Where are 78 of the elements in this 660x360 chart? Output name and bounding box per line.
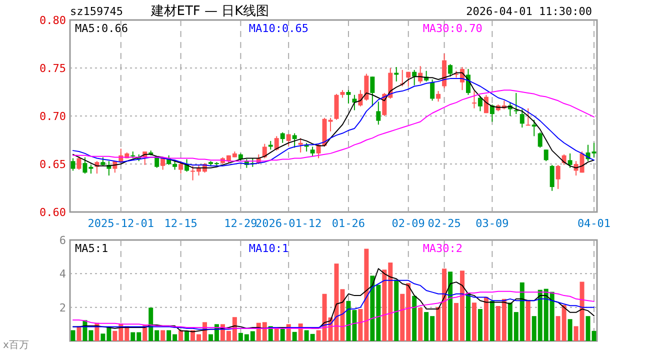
candlestick — [448, 64, 453, 78]
bar — [478, 309, 482, 341]
bar — [184, 330, 190, 341]
candlestick — [274, 136, 279, 152]
bar — [394, 280, 399, 341]
bar — [70, 330, 76, 341]
y-tick-label: 0.60 — [40, 206, 66, 219]
x-tick-label: 12-29 — [224, 217, 258, 230]
bar — [466, 292, 470, 341]
bar — [292, 332, 297, 341]
candlestick — [556, 164, 560, 190]
candlestick — [76, 156, 82, 170]
text: MA30:2 — [422, 242, 463, 255]
candlestick — [544, 149, 548, 162]
line-series — [72, 290, 595, 329]
candlestick — [370, 76, 375, 107]
chart-subtitle: sz159745 — [70, 5, 123, 18]
x-tick-label: 02-25 — [428, 217, 461, 230]
x-tick-label: 12-15 — [164, 217, 198, 230]
x-tick-label: 03-09 — [476, 217, 509, 230]
candlestick — [280, 132, 285, 144]
y-tick-label: 0.70 — [40, 110, 66, 123]
candlestick — [286, 134, 291, 146]
x-tick-label: 01-26 — [332, 217, 366, 230]
bar — [178, 330, 184, 341]
x-tick-label: 02-09 — [392, 217, 425, 230]
candlestick — [436, 90, 441, 102]
text: MA10:1 — [248, 242, 289, 255]
text: MA30:0.70 — [422, 22, 482, 35]
text: MA5:1 — [75, 242, 108, 255]
bar — [490, 300, 494, 341]
bar — [526, 300, 530, 341]
y-tick-label: 6 — [59, 234, 66, 247]
x-tick-label: 04-01 — [577, 217, 611, 230]
candlestick — [292, 132, 297, 148]
bar — [412, 296, 417, 341]
bar — [448, 272, 453, 341]
candlestick — [298, 138, 303, 153]
text: MA10:0.65 — [248, 22, 309, 35]
candlestick — [172, 160, 178, 170]
y-axis-title: x百万 — [3, 340, 29, 351]
y-tick-label: 0.75 — [40, 62, 66, 75]
y-tick-label: 0.65 — [40, 158, 66, 171]
candlestick — [178, 160, 184, 174]
bar — [160, 330, 166, 341]
candlestick — [484, 94, 488, 114]
bar — [280, 328, 285, 341]
bar — [484, 296, 488, 341]
text: 2026-04-01 11:30:00 — [466, 5, 592, 18]
candlestick — [550, 164, 554, 192]
candlestick — [520, 108, 524, 128]
candlestick — [532, 119, 536, 137]
candlestick — [478, 95, 482, 112]
candlestick — [262, 143, 267, 159]
candlestick — [346, 90, 351, 104]
y-tick-label: 2 — [59, 301, 66, 314]
candlestick — [352, 94, 357, 111]
bar — [76, 326, 82, 341]
candlestick — [70, 158, 76, 172]
text: MA5:0.66 — [75, 22, 128, 35]
candlestick — [310, 146, 315, 157]
candlestick — [430, 79, 435, 102]
candlestick — [568, 152, 572, 168]
line-series — [72, 280, 595, 330]
bar — [418, 308, 423, 341]
candlestick — [406, 71, 411, 87]
bar — [568, 319, 572, 341]
x-tick-label: 2026-01-12 — [255, 217, 322, 230]
candlestick — [472, 90, 476, 109]
y-tick-label: 4 — [59, 268, 66, 281]
chart-title: 建材ETF — 日K线图 — [150, 4, 270, 19]
candlestick — [526, 108, 530, 126]
candlestick — [538, 132, 542, 148]
candlestick — [376, 101, 381, 126]
y-tick-label: 0.80 — [40, 14, 66, 27]
x-tick-label: 2025-12-01 — [88, 217, 154, 230]
bar — [274, 328, 279, 341]
bar — [472, 302, 476, 341]
